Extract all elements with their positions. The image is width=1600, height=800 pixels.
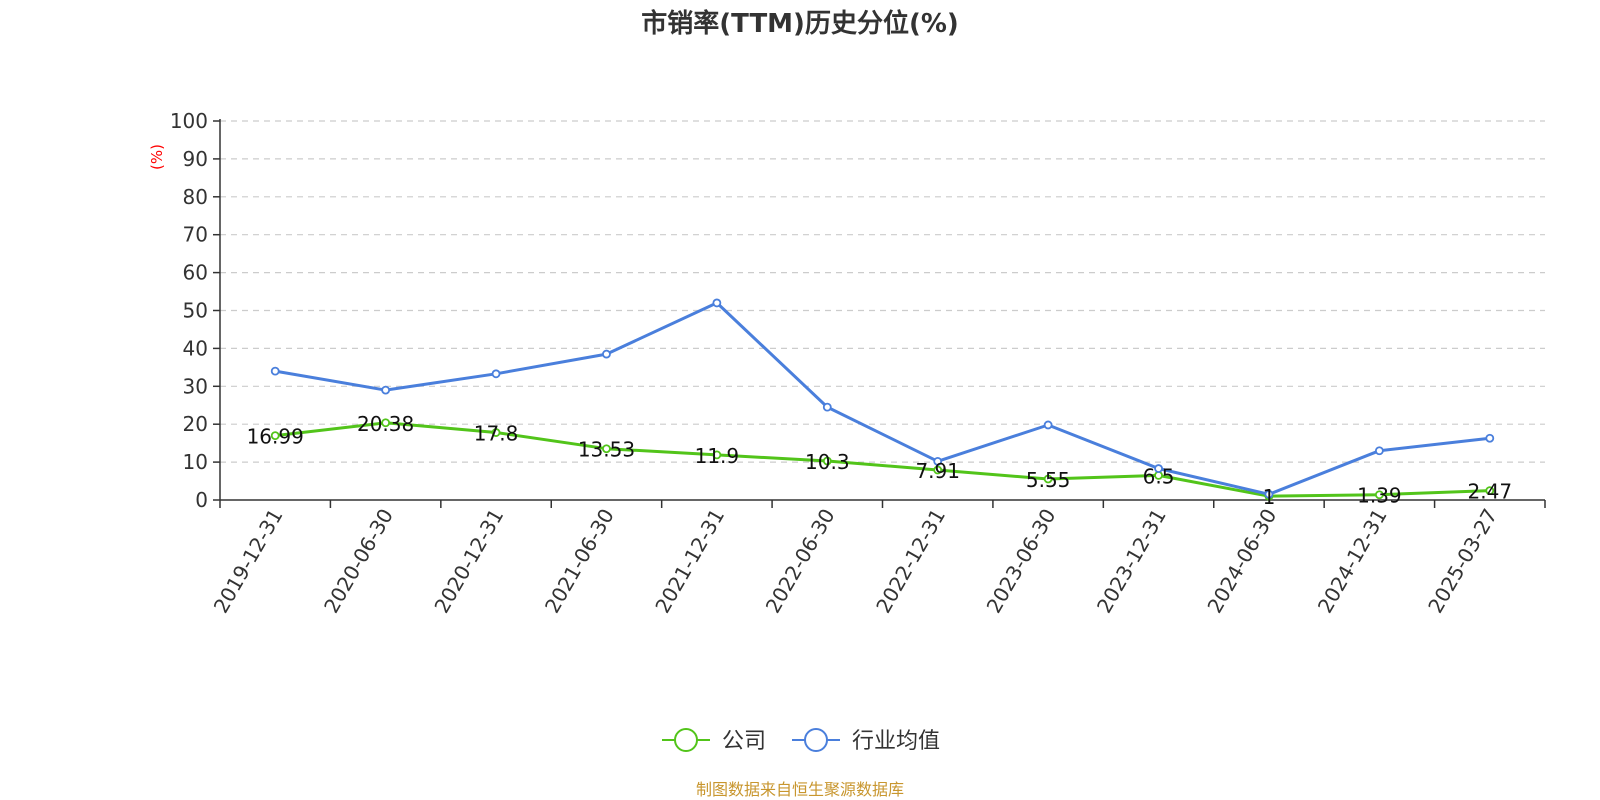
data-point (270, 431, 280, 441)
y-tick-label: 10 (183, 450, 208, 474)
y-tick-label: 40 (183, 336, 208, 360)
chart-title: 市销率(TTM)历史分位(%) (641, 8, 959, 39)
data-point (602, 349, 611, 359)
data-label: 1.39 (1357, 484, 1402, 508)
y-tick-label: 70 (183, 223, 208, 247)
data-point (1374, 446, 1384, 456)
x-tick-label: 2025-03-27 (1423, 505, 1502, 618)
x-tick-label: 2024-06-30 (1202, 505, 1281, 618)
data-point (712, 298, 722, 308)
legend-label-industry: 行业均值 (852, 729, 940, 754)
x-tick-label: 2023-12-31 (1092, 505, 1171, 618)
data-point (491, 428, 501, 437)
x-tick-label: 2021-06-30 (540, 505, 619, 618)
y-tick-label: 30 (183, 374, 208, 398)
data-label: 11.9 (695, 444, 740, 468)
data-label: 10.3 (805, 450, 850, 474)
data-label: 5.55 (1026, 468, 1071, 492)
legend-circle-icon (674, 728, 698, 752)
data-point (1043, 420, 1053, 430)
y-tick-label: 0 (195, 488, 208, 512)
y-tick-label: 50 (183, 299, 208, 323)
y-tick-label: 100 (170, 109, 208, 133)
x-tick-label: 2022-06-30 (761, 505, 840, 618)
data-label: 6.5 (1143, 464, 1175, 488)
data-point (1154, 464, 1163, 473)
legend-item-industry[interactable]: 行业均值 (792, 728, 940, 754)
source-note: 制图数据来自恒生聚源数据库 (696, 780, 904, 799)
y-tick-label: 60 (183, 261, 208, 285)
data-point (1264, 489, 1274, 499)
data-label: 13.53 (578, 438, 635, 462)
data-label: 2.47 (1468, 480, 1513, 504)
legend: 公司 行业均值 (662, 728, 940, 754)
legend-circle-icon (804, 728, 828, 752)
data-point (822, 456, 832, 466)
data-point (822, 402, 832, 412)
data-point (1485, 433, 1495, 443)
data-point (933, 456, 943, 466)
x-tick-label: 2022-12-31 (871, 504, 950, 617)
x-tick-label: 2024-12-31 (1313, 505, 1392, 618)
data-labels: 16.99 20.38 17.8 13.53 11.9 10.3 7.91 5.55 6.5 1 1… (247, 412, 1512, 509)
data-point (712, 450, 722, 460)
data-label: 16.99 (247, 425, 304, 449)
data-label: 7.91 (915, 459, 960, 483)
data-point (491, 369, 501, 379)
y-tick-label: 80 (183, 185, 208, 209)
data-point (381, 418, 391, 428)
data-point (933, 465, 943, 475)
y-axis: 0 10 20 30 40 50 60 70 80 90 100 (170, 109, 221, 512)
data-label: 17.8 (474, 422, 519, 446)
series-line-0 (275, 421, 1490, 498)
x-axis: 2019-12-31 2020-06-30 2020-12-31 2021-06-30… (209, 499, 1546, 618)
data-point (270, 366, 280, 376)
x-tick-label: 2021-12-31 (650, 505, 729, 618)
y-axis-unit: (%) (148, 144, 166, 170)
x-tick-label: 2019-12-31 (209, 505, 288, 618)
data-point (602, 444, 611, 454)
y-tick-label: 20 (183, 412, 208, 436)
x-tick-label: 2020-12-31 (429, 504, 508, 617)
y-tick-label: 90 (183, 147, 208, 171)
series-line-1 (274, 301, 1490, 496)
data-point (381, 385, 391, 395)
data-point (1374, 490, 1384, 500)
data-label: 1 (1263, 485, 1276, 509)
data-point (1043, 474, 1053, 484)
x-tick-label: 2020-06-30 (319, 505, 398, 618)
series-lines (270, 298, 1495, 501)
grid-lines (220, 120, 1545, 463)
data-point (1485, 486, 1495, 496)
legend-label-company: 公司 (722, 729, 766, 754)
data-label: 20.38 (357, 412, 414, 436)
x-tick-label: 2023-06-30 (982, 505, 1061, 618)
legend-item-company[interactable]: 公司 (662, 728, 766, 754)
